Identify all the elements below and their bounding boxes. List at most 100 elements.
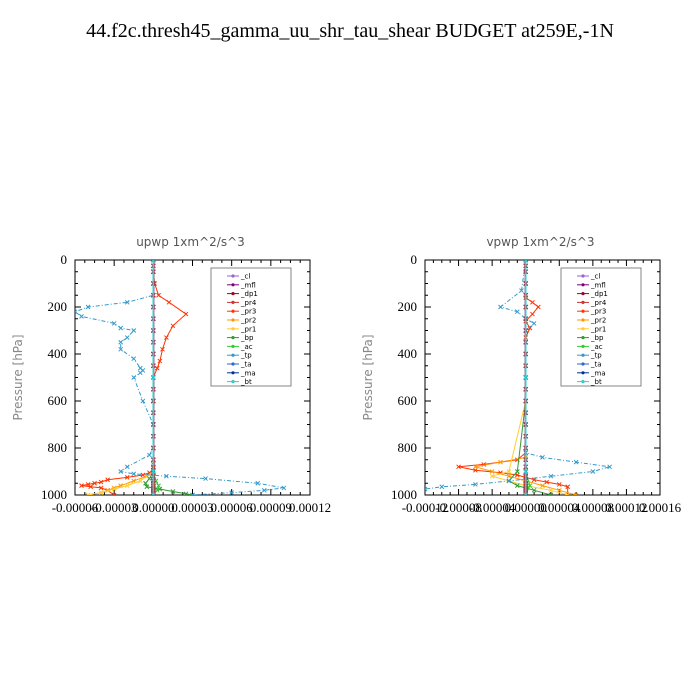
data-point — [124, 335, 130, 340]
data-point — [565, 492, 571, 495]
data-point — [261, 487, 267, 493]
legend-label: _pr3 — [590, 308, 606, 316]
data-point — [137, 370, 143, 376]
data-point — [147, 476, 152, 481]
data-point — [523, 375, 529, 380]
data-point — [111, 321, 117, 326]
data-point — [473, 482, 478, 487]
data-point — [506, 478, 512, 484]
series-line-tp — [425, 260, 610, 490]
y-tick-label: 200 — [48, 299, 68, 314]
data-point — [85, 492, 91, 495]
legend-label: _pr4 — [240, 299, 257, 307]
panel-title: upwp 1xm^2/s^3 — [136, 235, 245, 249]
series-line-pr1 — [490, 260, 568, 495]
legend-marker — [231, 344, 235, 348]
legend-label: _tp — [240, 352, 252, 360]
data-point — [147, 452, 152, 458]
data-point — [150, 375, 156, 380]
y-tick-label: 400 — [48, 346, 68, 361]
data-point — [147, 470, 152, 476]
data-point — [506, 473, 512, 479]
legend-marker — [231, 292, 235, 296]
data-point — [523, 492, 529, 495]
data-point — [111, 486, 117, 492]
x-tick-label: 0.00000 — [132, 500, 174, 515]
data-point — [124, 483, 130, 488]
legend-marker — [581, 318, 585, 322]
data-point — [229, 490, 235, 495]
legend-marker — [231, 371, 235, 375]
legend-label: _bp — [590, 334, 604, 342]
legend-label: _mfl — [240, 281, 256, 289]
data-point — [556, 482, 562, 487]
legend-marker — [231, 327, 235, 331]
legend-label: _pr3 — [240, 308, 256, 316]
data-point — [565, 484, 571, 490]
data-point — [157, 358, 163, 364]
legend-marker — [581, 309, 585, 313]
data-point — [573, 459, 579, 465]
data-point — [137, 478, 143, 484]
data-point — [131, 375, 137, 380]
legend-label: _bp — [240, 334, 254, 342]
data-point — [98, 485, 104, 491]
data-point — [144, 484, 150, 490]
data-point — [607, 464, 612, 470]
legend-label: _ta — [590, 361, 602, 369]
data-point — [140, 398, 146, 404]
legend-marker — [231, 318, 235, 322]
series-group — [75, 260, 287, 495]
legend-marker — [581, 371, 585, 375]
data-point — [164, 335, 169, 340]
data-point — [98, 479, 104, 485]
data-point — [498, 459, 503, 465]
data-point — [157, 486, 163, 492]
x-tick-label: 0.00006 — [211, 500, 254, 515]
legend-marker — [581, 274, 585, 278]
legend-label: _cl — [240, 273, 250, 281]
x-tick-label: 0.00000 — [505, 500, 547, 515]
data-point — [473, 464, 478, 470]
data-point — [160, 346, 165, 352]
data-point — [156, 483, 161, 488]
data-point — [164, 473, 169, 479]
legend-label: _ac — [240, 343, 253, 351]
data-point — [131, 328, 137, 333]
y-tick-label: 800 — [48, 440, 68, 455]
legend-marker — [581, 336, 585, 340]
data-point — [544, 479, 550, 485]
data-point — [131, 471, 137, 477]
data-point — [535, 304, 541, 310]
data-point — [85, 304, 91, 310]
data-point — [523, 469, 529, 474]
series-line-pr1 — [88, 260, 154, 495]
data-point — [556, 487, 562, 493]
data-point — [473, 467, 478, 473]
data-point — [590, 469, 596, 474]
data-point — [425, 486, 428, 492]
data-point — [118, 325, 124, 331]
y-tick-label: 200 — [398, 299, 418, 314]
data-point — [118, 339, 124, 345]
data-point — [98, 490, 104, 495]
data-point — [183, 491, 189, 495]
data-point — [527, 483, 533, 488]
legend-label: _dp1 — [590, 290, 608, 298]
data-point — [154, 487, 160, 493]
legend-label: _ta — [240, 361, 252, 369]
legend-marker — [581, 283, 585, 287]
legend-label: _pr1 — [240, 325, 256, 333]
legend-label: _cl — [590, 273, 600, 281]
data-point — [498, 304, 503, 310]
x-tick-label: 0.00016 — [639, 500, 682, 515]
data-point — [154, 365, 160, 371]
data-point — [530, 311, 535, 317]
x-tick-label: -0.00004 — [469, 500, 516, 515]
data-point — [531, 487, 537, 493]
legend-marker — [231, 353, 235, 357]
data-point — [183, 311, 189, 317]
legend-label: _ma — [240, 369, 256, 377]
data-point — [79, 314, 84, 319]
legend-label: _ac — [590, 343, 603, 351]
